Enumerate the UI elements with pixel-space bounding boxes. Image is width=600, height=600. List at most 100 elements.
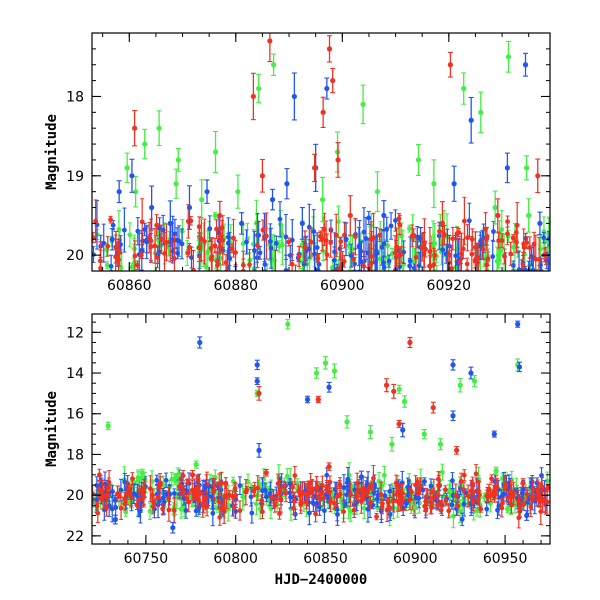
red-baseline-point bbox=[180, 470, 186, 482]
red-series bbox=[113, 33, 541, 267]
green-baseline-point bbox=[335, 205, 341, 238]
blue-point bbox=[451, 165, 457, 202]
blue-baseline-point bbox=[382, 490, 388, 502]
red-baseline-point bbox=[95, 503, 101, 524]
green-point bbox=[478, 91, 484, 134]
red-baseline-point bbox=[290, 481, 295, 494]
blue-baseline-point bbox=[94, 476, 100, 495]
red-baseline-point bbox=[455, 495, 461, 517]
red-baseline-point bbox=[348, 482, 353, 507]
x-tick-label: 60950 bbox=[483, 551, 528, 567]
red-baseline-point bbox=[217, 508, 223, 526]
green-point bbox=[493, 466, 499, 475]
red-point bbox=[335, 142, 341, 178]
red-point bbox=[472, 231, 479, 264]
blue-point bbox=[254, 377, 260, 386]
red-baseline-point bbox=[545, 483, 550, 493]
blue-baseline-point bbox=[289, 219, 295, 261]
blue-baseline-point bbox=[283, 213, 289, 260]
red-point bbox=[520, 478, 526, 488]
red-baseline-point bbox=[139, 198, 145, 246]
red-point bbox=[312, 153, 318, 183]
blue-baseline-point bbox=[206, 479, 212, 494]
green-point bbox=[523, 155, 530, 181]
green-point bbox=[492, 190, 498, 225]
red-baseline-point bbox=[338, 236, 344, 247]
blue-baseline-point bbox=[450, 472, 455, 490]
red-baseline-point bbox=[331, 497, 337, 510]
red-point bbox=[158, 224, 164, 254]
x-tick-label: 60850 bbox=[303, 551, 348, 567]
red-baseline-point bbox=[162, 231, 167, 271]
red-baseline-point bbox=[396, 484, 402, 497]
red-point bbox=[315, 395, 321, 404]
red-baseline-point bbox=[533, 234, 539, 271]
red-baseline-point bbox=[135, 260, 141, 270]
blue-baseline-point bbox=[244, 229, 249, 255]
green-point bbox=[471, 375, 478, 388]
red-baseline-point bbox=[247, 249, 252, 271]
red-baseline-point bbox=[232, 481, 238, 496]
red-baseline-point bbox=[508, 242, 514, 266]
red-baseline-point bbox=[475, 242, 481, 271]
red-baseline-point bbox=[313, 505, 318, 523]
green-point bbox=[389, 436, 395, 452]
blue-point bbox=[343, 222, 349, 257]
blue-baseline-point bbox=[121, 207, 127, 253]
red-point bbox=[419, 232, 425, 262]
blue-point bbox=[197, 336, 203, 349]
red-point bbox=[535, 158, 541, 194]
blue-baseline-point bbox=[381, 255, 386, 270]
green-point bbox=[401, 395, 408, 408]
y-tick-label: 12 bbox=[66, 325, 84, 341]
red-baseline-point bbox=[255, 222, 260, 269]
top-panel: 60860 60880 60900 60920 18 19 20 Magnitude bbox=[44, 32, 551, 294]
blue-baseline-point bbox=[422, 477, 427, 486]
blue-point bbox=[524, 510, 530, 521]
red-baseline-point bbox=[308, 227, 314, 257]
blue-point bbox=[468, 96, 474, 144]
red-baseline-point bbox=[297, 486, 303, 501]
green-point bbox=[344, 415, 350, 429]
red-baseline-point bbox=[443, 485, 448, 494]
red-baseline-point bbox=[502, 248, 507, 265]
top-y-axis-label: Magnitude bbox=[44, 114, 60, 190]
red-baseline-point bbox=[289, 254, 295, 271]
green-point bbox=[457, 377, 463, 393]
red-baseline-point bbox=[220, 215, 226, 266]
red-baseline-point bbox=[369, 480, 375, 491]
red-point bbox=[116, 491, 122, 499]
green-point bbox=[374, 171, 381, 213]
red-baseline-point bbox=[377, 228, 383, 242]
red-baseline-point bbox=[172, 234, 177, 271]
red-point bbox=[132, 110, 138, 147]
green-point bbox=[526, 198, 532, 233]
y-tick-label: 18 bbox=[66, 89, 84, 105]
green-point bbox=[331, 363, 338, 379]
red-baseline-point bbox=[521, 228, 527, 260]
red-baseline-point bbox=[489, 474, 494, 484]
blue-point bbox=[109, 228, 115, 251]
red-baseline-point bbox=[141, 487, 146, 508]
red-baseline-point bbox=[354, 472, 360, 494]
red-baseline-point bbox=[105, 236, 111, 257]
blue-point bbox=[149, 185, 155, 230]
red-series bbox=[116, 336, 526, 499]
green-point bbox=[412, 500, 418, 515]
red-baseline-point bbox=[296, 245, 302, 268]
bottom-panel-frame bbox=[91, 313, 551, 545]
blue-series bbox=[109, 52, 543, 268]
red-baseline-point bbox=[126, 484, 132, 497]
red-point bbox=[368, 221, 374, 258]
blue-point bbox=[450, 359, 456, 371]
red-point bbox=[326, 35, 333, 63]
green-point bbox=[256, 73, 262, 104]
x-tick-label: 60880 bbox=[214, 278, 259, 294]
red-baseline-point bbox=[122, 492, 128, 506]
bottom-x-axis-label: HJD−2400000 bbox=[275, 572, 368, 588]
red-baseline-point bbox=[327, 475, 333, 489]
red-baseline-point bbox=[361, 250, 367, 271]
red-baseline-point bbox=[231, 218, 236, 258]
red-point bbox=[189, 469, 196, 480]
y-tick-label: 20 bbox=[66, 248, 84, 264]
